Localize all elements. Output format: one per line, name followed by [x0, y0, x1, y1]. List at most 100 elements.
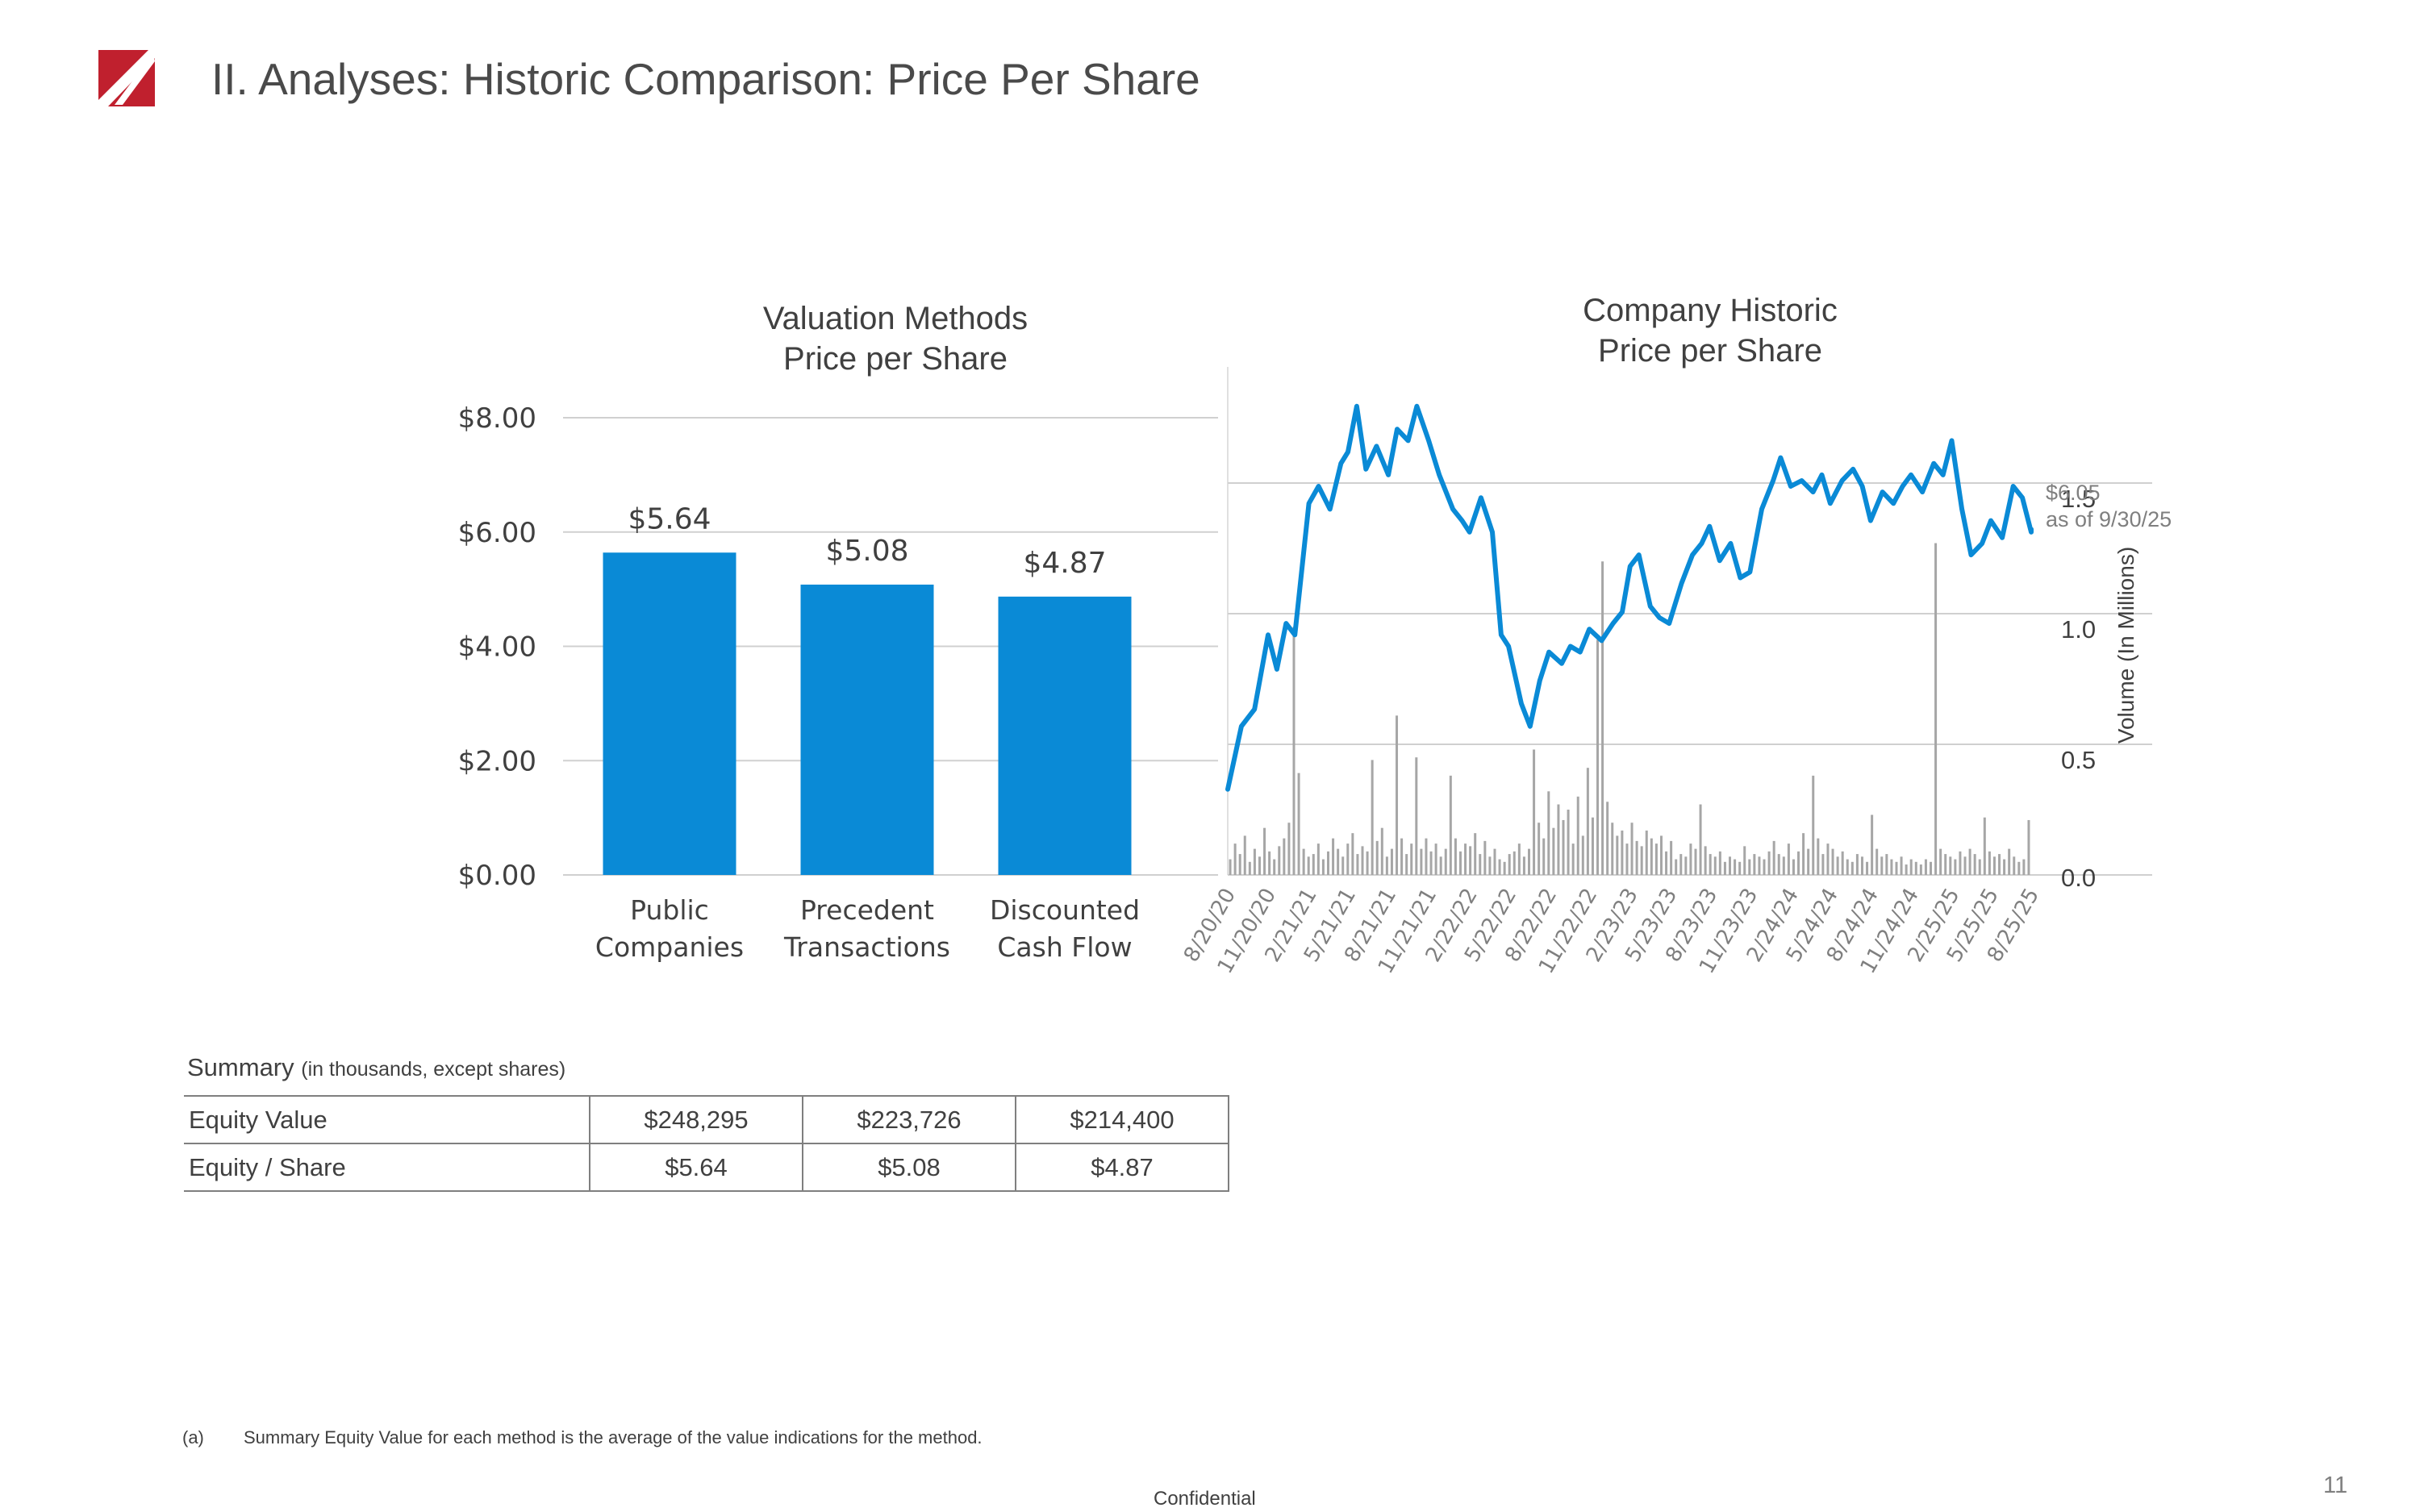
volume-bar — [1420, 848, 1423, 875]
volume-bar — [1307, 856, 1310, 875]
volume-bar — [1748, 859, 1751, 875]
summary-table: Equity Value $248,295 $223,726 $214,400 … — [184, 1095, 1229, 1192]
volume-bar — [1787, 843, 1790, 875]
historic-price-line-chart — [1225, 403, 2034, 792]
volume-bar — [1836, 856, 1839, 875]
volume-bar — [1410, 843, 1413, 875]
row-label: Equity / Share — [184, 1143, 590, 1192]
x-category-label: Precedent — [800, 894, 934, 926]
volume-bar — [1718, 851, 1721, 875]
volume-bar — [1312, 854, 1315, 875]
volume-bar — [1493, 848, 1496, 875]
volume-bar — [1371, 760, 1374, 875]
volume-bar — [1689, 843, 1692, 875]
x-category-label: Cash Flow — [997, 931, 1132, 963]
y-tick-label: $2.00 — [458, 745, 536, 777]
line-chart-title: Price per Share — [1598, 333, 1822, 369]
volume-bar — [1434, 843, 1437, 875]
volume-bar — [1640, 846, 1643, 875]
volume-bar — [1944, 854, 1947, 875]
volume-bar — [2013, 856, 2016, 875]
volume-bar — [1356, 854, 1359, 875]
volume-bar — [1464, 843, 1467, 875]
volume-bar — [2003, 859, 2006, 875]
volume-bar — [1533, 749, 1536, 875]
volume-bar — [1337, 848, 1340, 875]
volume-bar — [1278, 846, 1281, 875]
valuation-price-chart: Valuation Methods Price per Share $0.00 $2.… — [458, 293, 2172, 978]
volume-bar — [1616, 835, 1619, 875]
volume-bar — [1998, 854, 2001, 875]
price-series-line — [1225, 403, 2034, 792]
volume-bar — [1474, 833, 1477, 875]
page-title: II. Analyses: Historic Comparison: Price… — [211, 54, 1200, 104]
y-tick-label: $0.00 — [458, 860, 536, 892]
volume-bar — [1458, 851, 1462, 875]
volume-bar — [1978, 859, 1981, 875]
volume-bar — [1959, 851, 1962, 875]
volume-bar — [1586, 768, 1589, 875]
volume-bar — [1802, 833, 1805, 875]
bar — [800, 584, 934, 875]
table-cell: $214,400 — [1015, 1095, 1229, 1144]
volume-bar — [1429, 851, 1433, 875]
volume-bar — [1866, 861, 1869, 875]
volume-bar — [2022, 859, 2026, 875]
volume-bar — [1273, 859, 1276, 875]
volume-bar — [1670, 840, 1673, 875]
summary-caption-main: Summary — [187, 1053, 294, 1081]
line-chart-title: Company Historic — [1583, 293, 1838, 328]
table-cell: $5.08 — [802, 1143, 1016, 1192]
valuation-methods-bar-chart — [603, 552, 1132, 875]
volume-bar — [1871, 814, 1874, 875]
volume-bar — [1645, 830, 1648, 875]
volume-bar — [1812, 775, 1815, 875]
volume-bar — [1635, 840, 1638, 875]
y-tick-label: $4.00 — [458, 631, 536, 664]
volume-bar — [1895, 861, 1898, 875]
volume-bar — [1729, 856, 1731, 875]
volume-bar — [1919, 864, 1922, 875]
volume-bar — [2008, 848, 2011, 875]
volume-bar — [1479, 854, 1482, 875]
volume-bar — [1380, 827, 1383, 875]
volume-bar — [1538, 823, 1541, 875]
volume-bar — [1611, 823, 1614, 875]
volume-bar — [1713, 856, 1717, 875]
volume-bar — [1327, 851, 1329, 875]
volume-bar — [1924, 859, 1927, 875]
page-number: 11 — [2323, 1472, 2348, 1498]
volume-bar — [1439, 856, 1442, 875]
volume-bar — [1954, 859, 1957, 875]
table-row: Equity Value $248,295 $223,726 $214,400 — [184, 1095, 1229, 1144]
volume-bar — [1517, 843, 1521, 875]
footnote-mark: (a) — [182, 1427, 204, 1447]
volume-bar — [1557, 804, 1560, 875]
volume-bar — [1709, 854, 1712, 875]
volume-bar — [1596, 639, 1600, 875]
volume-bar — [1562, 819, 1565, 875]
volume-bar — [1332, 838, 1335, 875]
volume-bar — [1992, 856, 1996, 875]
volume-bar — [1287, 823, 1291, 875]
volume-bar — [1606, 802, 1609, 875]
volume-bar — [1758, 856, 1761, 875]
x-category-label: Discounted — [990, 894, 1140, 926]
price-annotation: as of 9/30/25 — [2046, 507, 2172, 531]
volume-bar — [1654, 843, 1658, 875]
price-annotation: $6.05 — [2046, 481, 2101, 505]
volume-bar — [1679, 854, 1683, 875]
volume-bar — [1243, 835, 1246, 875]
volume-bar — [1630, 823, 1634, 875]
volume-bar — [1405, 854, 1408, 875]
volume-bar — [1444, 848, 1447, 875]
volume-bar — [1591, 817, 1594, 875]
volume-bar — [1522, 856, 1525, 875]
y-tick-label: $8.00 — [458, 402, 536, 435]
volume-bar — [1850, 861, 1854, 875]
summary-caption-sub: (in thousands, except shares) — [301, 1058, 566, 1081]
volume-bar — [1233, 843, 1237, 875]
volume-bar — [1817, 838, 1820, 875]
volume-bar — [2017, 861, 2021, 875]
volume-bar — [1488, 856, 1492, 875]
